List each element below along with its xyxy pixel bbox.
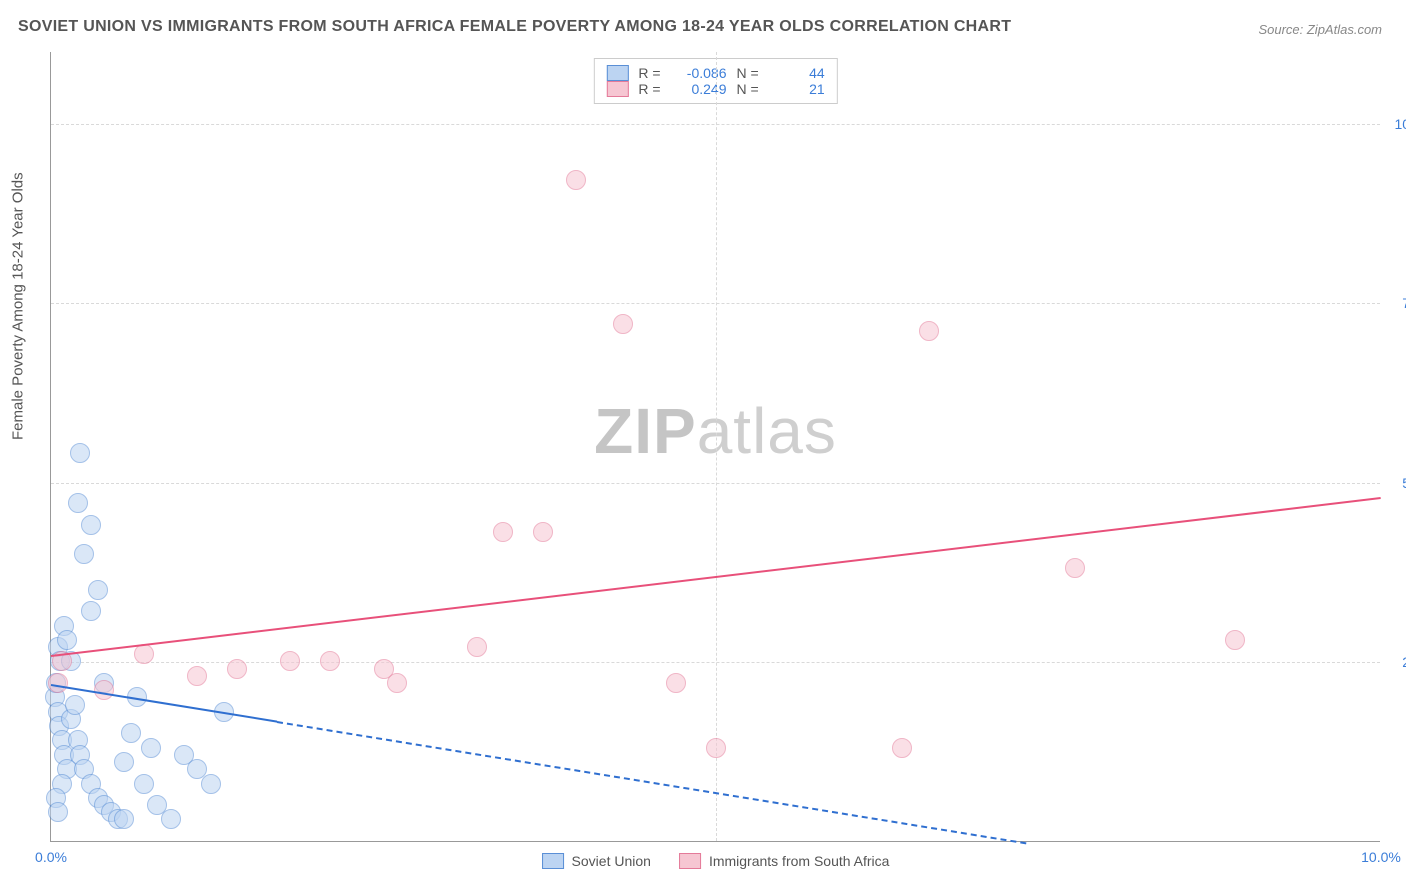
legend-r-label: R =	[638, 81, 660, 97]
point-soviet	[81, 601, 101, 621]
legend-bottom-item: Immigrants from South Africa	[679, 853, 890, 869]
point-soviet	[65, 695, 85, 715]
y-axis-label: Female Poverty Among 18-24 Year Olds	[10, 172, 27, 440]
legend-n-label: N =	[737, 65, 759, 81]
point-soviet	[134, 774, 154, 794]
point-south-africa	[387, 673, 407, 693]
point-south-africa	[134, 644, 154, 664]
legend-series-label: Soviet Union	[572, 853, 651, 869]
gridline-v	[716, 52, 717, 841]
point-soviet	[114, 752, 134, 772]
point-south-africa	[280, 651, 300, 671]
watermark-bold: ZIP	[594, 395, 697, 467]
point-soviet	[121, 723, 141, 743]
point-south-africa	[566, 170, 586, 190]
point-south-africa	[227, 659, 247, 679]
point-soviet	[141, 738, 161, 758]
trend-line	[277, 721, 1027, 844]
point-south-africa	[919, 321, 939, 341]
point-south-africa	[94, 680, 114, 700]
legend-n-value: 21	[769, 81, 825, 97]
legend-bottom-item: Soviet Union	[542, 853, 651, 869]
point-south-africa	[1225, 630, 1245, 650]
source-attribution: Source: ZipAtlas.com	[1258, 22, 1382, 37]
point-soviet	[201, 774, 221, 794]
y-tick-label: 50.0%	[1402, 475, 1406, 491]
point-south-africa	[892, 738, 912, 758]
point-south-africa	[493, 522, 513, 542]
legend-series-label: Immigrants from South Africa	[709, 853, 890, 869]
x-tick-label: 0.0%	[35, 849, 67, 865]
point-south-africa	[1065, 558, 1085, 578]
watermark-light: atlas	[697, 395, 837, 467]
point-south-africa	[467, 637, 487, 657]
legend-swatch	[606, 65, 628, 81]
point-south-africa	[187, 666, 207, 686]
y-tick-label: 25.0%	[1402, 654, 1406, 670]
chart-title: SOVIET UNION VS IMMIGRANTS FROM SOUTH AF…	[18, 18, 1011, 36]
y-tick-label: 75.0%	[1402, 295, 1406, 311]
point-soviet	[161, 809, 181, 829]
legend-r-label: R =	[638, 65, 660, 81]
point-soviet	[81, 515, 101, 535]
legend-n-value: 44	[769, 65, 825, 81]
point-soviet	[57, 630, 77, 650]
plot-area: ZIPatlas R =-0.086N =44R =0.249N =21 Sov…	[50, 52, 1380, 842]
legend-r-value: 0.249	[671, 81, 727, 97]
chart-container: SOVIET UNION VS IMMIGRANTS FROM SOUTH AF…	[0, 0, 1406, 892]
point-soviet	[88, 580, 108, 600]
point-soviet	[74, 544, 94, 564]
point-soviet	[68, 493, 88, 513]
point-south-africa	[706, 738, 726, 758]
point-soviet	[114, 809, 134, 829]
x-tick-label: 10.0%	[1361, 849, 1401, 865]
point-south-africa	[533, 522, 553, 542]
point-south-africa	[320, 651, 340, 671]
point-south-africa	[613, 314, 633, 334]
point-soviet	[48, 802, 68, 822]
legend-swatch	[542, 853, 564, 869]
legend-n-label: N =	[737, 81, 759, 97]
point-soviet	[70, 443, 90, 463]
legend-swatch	[606, 81, 628, 97]
y-tick-label: 100.0%	[1395, 116, 1406, 132]
legend-r-value: -0.086	[671, 65, 727, 81]
legend-bottom: Soviet Union Immigrants from South Africa	[542, 853, 890, 869]
point-south-africa	[666, 673, 686, 693]
legend-swatch	[679, 853, 701, 869]
